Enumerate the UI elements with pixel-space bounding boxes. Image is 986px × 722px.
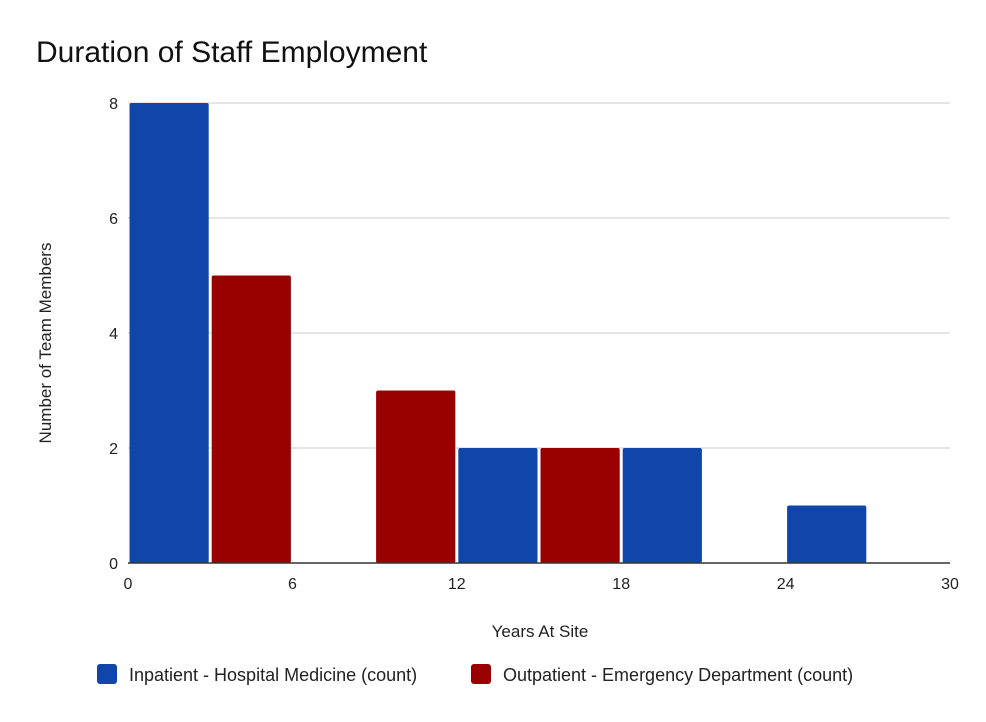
bar-series1-0-3 — [129, 103, 209, 563]
x-tick-label-30: 30 — [941, 576, 959, 593]
bar-series1-24-27 — [787, 505, 867, 563]
legend-swatch-1 — [97, 664, 117, 684]
bar-series1-18-21 — [622, 448, 702, 563]
bars — [129, 103, 867, 563]
x-tick-label-0: 0 — [124, 576, 133, 593]
y-tick-label-4: 4 — [109, 326, 118, 343]
legend-item-1: Inpatient - Hospital Medicine (count) — [97, 664, 417, 685]
x-tick-labels: 0 6 12 18 24 30 — [124, 576, 959, 593]
bar-series2-9-12 — [376, 390, 456, 563]
y-tick-label-2: 2 — [109, 441, 118, 458]
legend-label-1: Inpatient - Hospital Medicine (count) — [129, 665, 417, 685]
x-axis-label: Years At Site — [492, 622, 589, 641]
x-tick-label-18: 18 — [612, 576, 630, 593]
y-axis-label: Number of Team Members — [36, 243, 55, 444]
chart-title: Duration of Staff Employment — [36, 36, 428, 69]
bar-series2-15-18 — [540, 448, 620, 563]
y-tick-label-8: 8 — [109, 96, 118, 113]
legend-label-2: Outpatient - Emergency Department (count… — [503, 665, 853, 685]
y-tick-label-6: 6 — [109, 211, 118, 228]
y-tick-label-0: 0 — [109, 556, 118, 573]
legend-item-2: Outpatient - Emergency Department (count… — [471, 664, 853, 685]
bar-series2-3-6 — [211, 275, 291, 563]
bar-series1-12-15 — [458, 448, 538, 563]
legend: Inpatient - Hospital Medicine (count) Out… — [97, 664, 853, 685]
legend-swatch-2 — [471, 664, 491, 684]
x-tick-label-6: 6 — [288, 576, 297, 593]
x-tick-label-12: 12 — [448, 576, 466, 593]
x-tick-label-24: 24 — [777, 576, 795, 593]
y-tick-labels: 0 2 4 6 8 — [109, 96, 118, 573]
